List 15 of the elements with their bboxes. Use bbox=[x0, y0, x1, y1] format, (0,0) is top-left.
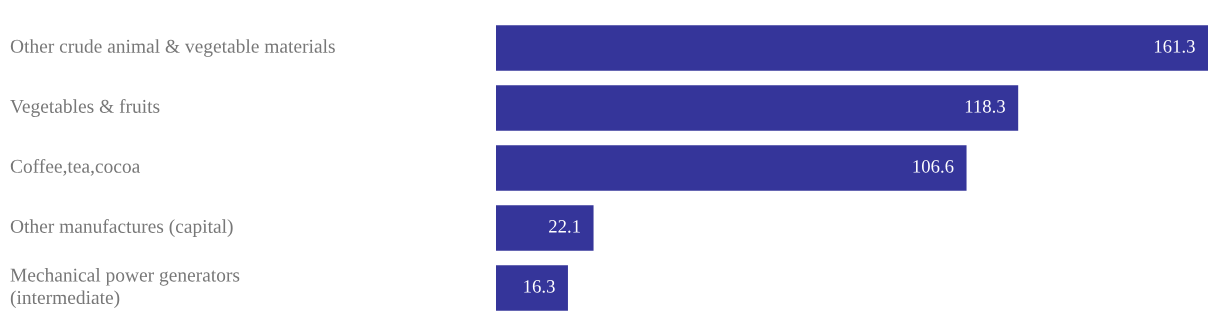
data-label: 16.3 bbox=[524, 280, 555, 293]
bar bbox=[496, 265, 568, 311]
bar bbox=[496, 205, 594, 251]
bar bbox=[496, 25, 1208, 71]
bar bbox=[496, 85, 1019, 131]
y-tick-label: Mechanical power generators (intermediate) bbox=[10, 267, 240, 309]
y-tick-label: Coffee,tea,cocoa bbox=[10, 158, 141, 176]
data-label: 22.1 bbox=[549, 220, 580, 233]
data-label: 106.6 bbox=[913, 160, 954, 173]
data-label: 118.3 bbox=[965, 100, 1005, 113]
y-tick-label: Vegetables & fruits bbox=[10, 99, 160, 117]
y-tick-label: Other manufactures (capital) bbox=[10, 219, 233, 237]
data-label: 161.3 bbox=[1154, 40, 1195, 53]
bar bbox=[496, 145, 967, 191]
y-tick-label: Other crude animal & vegetable materials bbox=[10, 39, 335, 57]
